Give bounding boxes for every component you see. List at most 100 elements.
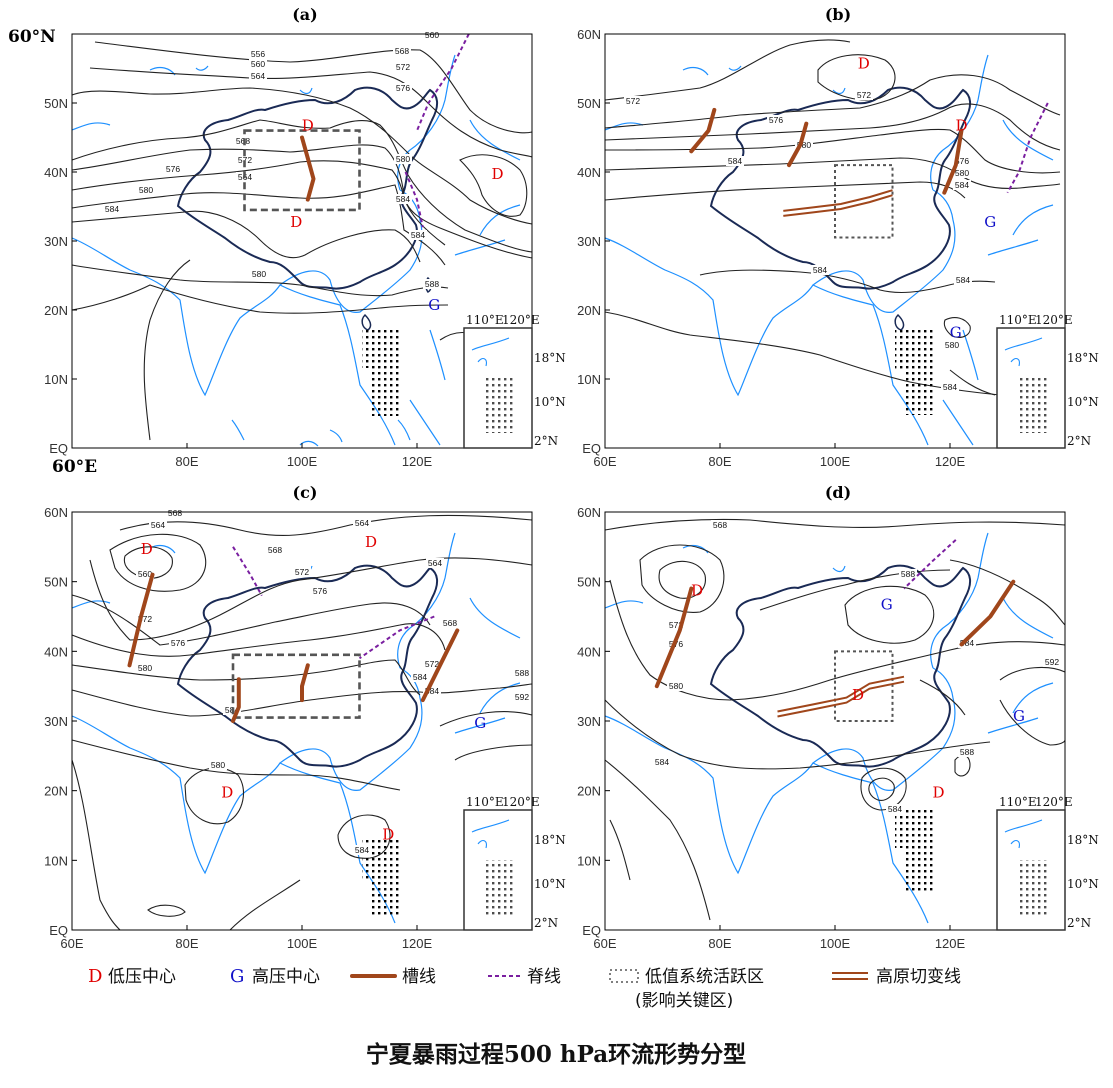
key-area-box xyxy=(834,164,894,239)
contour-label: 584 xyxy=(728,156,742,166)
inset-islands xyxy=(486,860,516,915)
contour-label: 576 xyxy=(769,115,783,125)
ridge-line xyxy=(404,171,424,228)
contour-label-bg xyxy=(513,692,531,702)
trough-line xyxy=(787,121,809,168)
contour-label: 572 xyxy=(626,96,640,106)
contour-label-bg xyxy=(941,382,959,392)
high-pressure-center: G xyxy=(428,296,440,314)
contour-label-bg xyxy=(249,71,267,81)
inset-lat-label: 18°N xyxy=(1067,351,1099,365)
contour-label: 580 xyxy=(138,663,152,673)
contour-label: 584 xyxy=(888,804,902,814)
panel-d-features: DGDGDD xyxy=(654,539,1025,843)
contour-label: 576 xyxy=(171,638,185,648)
trough-line xyxy=(300,135,316,202)
lat-tick-label: 20N xyxy=(577,784,601,799)
lat-tick-label: EQ xyxy=(49,441,68,456)
inset-lon-label: 110°E xyxy=(999,313,1037,327)
inset-lon-label: 110°E xyxy=(466,795,504,809)
lat-tick-label: 40N xyxy=(577,644,601,659)
lat-tick-label-60n: 60°N xyxy=(8,27,56,47)
lon-tick-label: 60E xyxy=(60,936,83,951)
contour-label-bg xyxy=(249,49,267,59)
contour-label-bg xyxy=(953,180,971,190)
contour-label-bg xyxy=(899,569,917,579)
low-pressure-center: D xyxy=(221,784,233,802)
shear-line xyxy=(777,675,905,713)
inset-lon-label: 120°E xyxy=(1035,795,1073,809)
contour-label: 560 xyxy=(251,59,265,69)
contour-label: 584 xyxy=(105,204,119,214)
contour-label-bg xyxy=(426,558,444,568)
lat-tick-label: 30N xyxy=(44,714,68,729)
legend-high-label: 高压中心 xyxy=(252,967,320,987)
contour-label-bg xyxy=(266,545,284,555)
panel-d: (d) xyxy=(577,483,1099,951)
panel-a-frame xyxy=(71,33,533,449)
contour-label: 564 xyxy=(151,520,165,530)
contour-label: 584 xyxy=(396,194,410,204)
contour-label: 568 xyxy=(395,46,409,56)
contour-label: 556 xyxy=(251,49,265,59)
contour-label-bg xyxy=(726,156,744,166)
low-pressure-center: D xyxy=(491,165,503,183)
contour-label-bg xyxy=(209,760,227,770)
lat-tick-label: 10N xyxy=(577,853,601,868)
contour-label: 568 xyxy=(236,136,250,146)
panel-c-china-border xyxy=(176,564,438,768)
lat-tick-label: 50N xyxy=(44,575,68,590)
lat-tick-label: 10N xyxy=(44,372,68,387)
legend-ridge-label: 脊线 xyxy=(527,967,561,987)
contour-label: 560 xyxy=(425,30,439,40)
contour-label-bg xyxy=(953,168,971,178)
contour-label-bg xyxy=(795,140,813,150)
legend-trough-label: 槽线 xyxy=(402,967,436,987)
low-pressure-center: D xyxy=(290,213,302,231)
inset-lon-label: 120°E xyxy=(502,313,540,327)
inset-lat-label: 10°N xyxy=(534,877,566,891)
panel-d-axes: 60E 80E 100E 120E EQ 10N 20N 30N 40N 50N 60N xyxy=(577,505,965,951)
contour-label: 560 xyxy=(138,569,152,579)
inset-coastline xyxy=(1004,337,1043,367)
contour-label-bg xyxy=(886,804,904,814)
low-pressure-center: D xyxy=(302,117,314,135)
trough-line xyxy=(654,586,694,689)
contour-label: 580 xyxy=(139,185,153,195)
contour-label-bg xyxy=(164,164,182,174)
panel-a: (a) xyxy=(8,5,566,477)
panel-c-contours xyxy=(71,514,533,931)
contour-label-bg xyxy=(855,90,873,100)
contour-label-bg xyxy=(250,269,268,279)
shear-line xyxy=(777,680,905,718)
lat-tick-label: 40N xyxy=(577,165,601,180)
inset-lat-label: 18°N xyxy=(534,833,566,847)
panel-a-contour-labels: 5565605645685725645685725765805845845805… xyxy=(103,30,441,289)
contour-label-bg xyxy=(169,638,187,648)
contour-label: 592 xyxy=(1045,657,1059,667)
lat-tick-label: EQ xyxy=(582,441,601,456)
inset-lon-label: 110°E xyxy=(999,795,1037,809)
lat-tick-label: 30N xyxy=(44,234,68,249)
contour-label: 588 xyxy=(960,747,974,757)
high-pressure-center: G xyxy=(1013,707,1025,725)
contour-label-bg xyxy=(624,96,642,106)
contour-label: 564 xyxy=(428,558,442,568)
contour-label: 584 xyxy=(955,180,969,190)
contour-label-bg xyxy=(311,586,329,596)
trough-line xyxy=(689,107,717,154)
contour-label: 584 xyxy=(655,757,669,767)
contour-label-bg xyxy=(353,845,371,855)
contour-label: 592 xyxy=(515,692,529,702)
lon-tick-label: 100E xyxy=(820,454,851,469)
shear-line xyxy=(783,194,893,217)
contour-label: 584 xyxy=(956,275,970,285)
key-area-box xyxy=(834,650,894,722)
inset-lat-label: 18°N xyxy=(534,351,566,365)
contour-label-bg xyxy=(249,59,267,69)
inset-lat-label: 10°N xyxy=(1067,877,1099,891)
panel-c: (c) xyxy=(44,483,566,951)
low-pressure-center: D xyxy=(691,582,703,600)
